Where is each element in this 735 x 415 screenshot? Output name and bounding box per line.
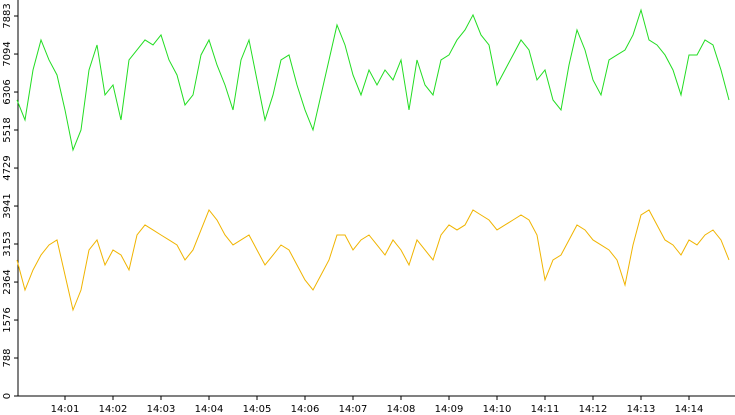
- y-tick-label: 0: [2, 393, 13, 399]
- x-tick-label: 14:14: [675, 404, 704, 415]
- x-tick-label: 14:11: [531, 404, 560, 415]
- y-tick-label: 4729: [2, 155, 13, 180]
- x-tick-label: 14:08: [387, 404, 416, 415]
- y-tick-label: 3153: [2, 231, 13, 256]
- x-tick-label: 14:05: [243, 404, 272, 415]
- x-tick-label: 14:06: [291, 404, 320, 415]
- x-tick-label: 14:10: [483, 404, 512, 415]
- y-tick-label: 7883: [2, 3, 13, 28]
- y-tick-label: 788: [2, 348, 13, 367]
- y-tick-label: 1576: [2, 307, 13, 332]
- x-tick-label: 14:02: [99, 404, 128, 415]
- x-tick-label: 14:01: [51, 404, 80, 415]
- y-tick-label: 7094: [2, 41, 13, 66]
- x-tick-label: 14:04: [195, 404, 224, 415]
- x-tick-label: 14:03: [147, 404, 176, 415]
- x-tick-label: 14:07: [339, 404, 368, 415]
- series-line: [16, 8, 730, 152]
- x-tick-label: 14:09: [435, 404, 464, 415]
- y-tick-label: 2364: [2, 269, 13, 294]
- y-tick-label: 5518: [2, 117, 13, 142]
- x-tick-label: 14:13: [627, 404, 656, 415]
- y-tick-label: 6306: [2, 79, 13, 104]
- y-tick-label: 3941: [2, 193, 13, 218]
- series-line: [16, 208, 730, 312]
- x-tick-label: 14:12: [579, 404, 608, 415]
